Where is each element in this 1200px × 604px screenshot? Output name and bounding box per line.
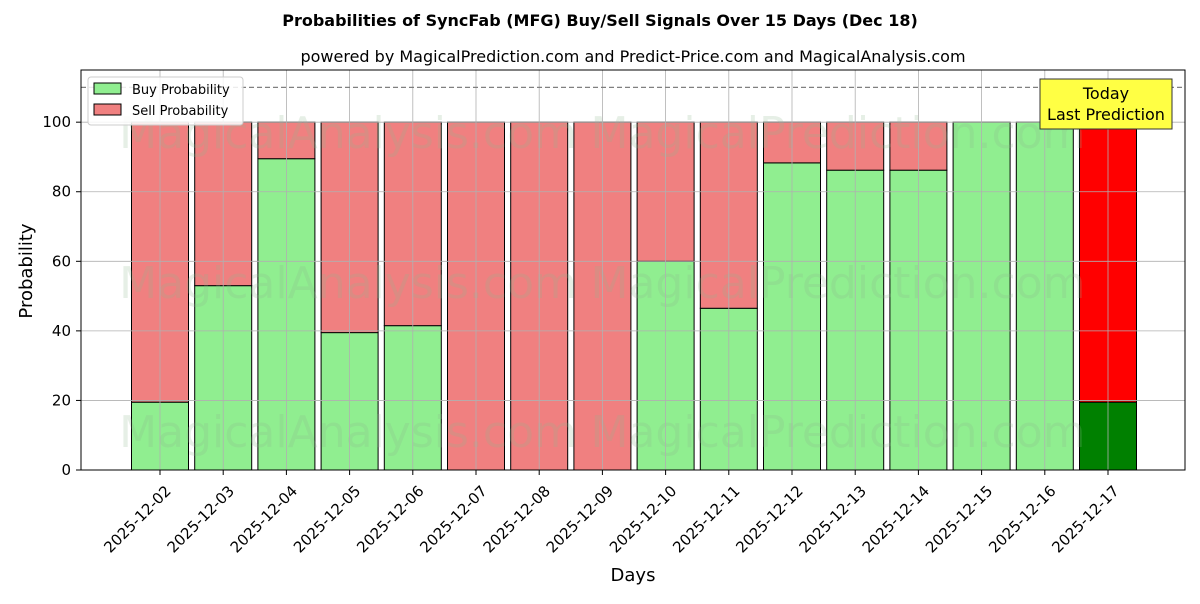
y-axis-label: Probability (16, 223, 37, 318)
today-annotation: Today Last Prediction (1039, 78, 1173, 130)
legend-label: Buy Probability (132, 83, 230, 98)
x-tick-label: 2025-12-17 (1048, 482, 1122, 556)
annotation-text: Last Prediction (1047, 105, 1165, 124)
x-tick-label: 2025-12-09 (543, 482, 617, 556)
watermark-text: MagicalPrediction.com (591, 407, 1086, 458)
y-tick-label: 40 (52, 322, 71, 340)
watermark-text: MagicalAnalysis.com (119, 407, 577, 458)
plot-area: MagicalAnalysis.com MagicalPrediction.com… (42, 69, 1186, 556)
x-tick-label: 2025-12-10 (606, 482, 680, 556)
x-tick-label: 2025-12-11 (669, 482, 743, 556)
x-tick-label: 2025-12-02 (100, 482, 174, 556)
chart-title: Probabilities of SyncFab (MFG) Buy/Sell … (282, 11, 918, 30)
x-tick-label: 2025-12-06 (353, 482, 427, 556)
legend-swatch (93, 103, 122, 116)
x-tick-label: 2025-12-07 (416, 482, 490, 556)
x-tick-label: 2025-12-05 (290, 482, 364, 556)
annotation-box (1039, 78, 1173, 130)
plot-frame (80, 69, 1186, 471)
y-tick-label: 0 (61, 461, 71, 479)
x-tick-label: 2025-12-15 (922, 482, 996, 556)
x-tick-label: 2025-12-16 (985, 482, 1059, 556)
x-tick-label: 2025-12-03 (164, 482, 238, 556)
x-tick-label: 2025-12-14 (859, 482, 933, 556)
chart-subtitle: powered by MagicalPrediction.com and Pre… (300, 47, 965, 66)
y-tick-label: 20 (52, 391, 71, 409)
watermark-text: MagicalPrediction.com (591, 258, 1086, 309)
x-tick-label: 2025-12-13 (796, 482, 870, 556)
y-tick-label: 80 (52, 183, 71, 201)
y-tick-label: 100 (42, 113, 71, 131)
x-tick-label: 2025-12-04 (227, 482, 301, 556)
legend: Buy Probability Sell Probability (87, 76, 244, 126)
watermark-text: MagicalPrediction.com (591, 108, 1086, 159)
legend-label: Sell Probability (132, 104, 229, 119)
legend-swatch (93, 82, 122, 95)
legend-box (87, 76, 244, 126)
x-axis-label: Days (611, 565, 656, 586)
watermark-text: MagicalAnalysis.com (119, 258, 577, 309)
annotation-text: Today (1082, 84, 1129, 103)
x-tick-label: 2025-12-12 (732, 482, 806, 556)
x-tick-label: 2025-12-08 (480, 482, 554, 556)
y-tick-label: 60 (52, 252, 71, 270)
